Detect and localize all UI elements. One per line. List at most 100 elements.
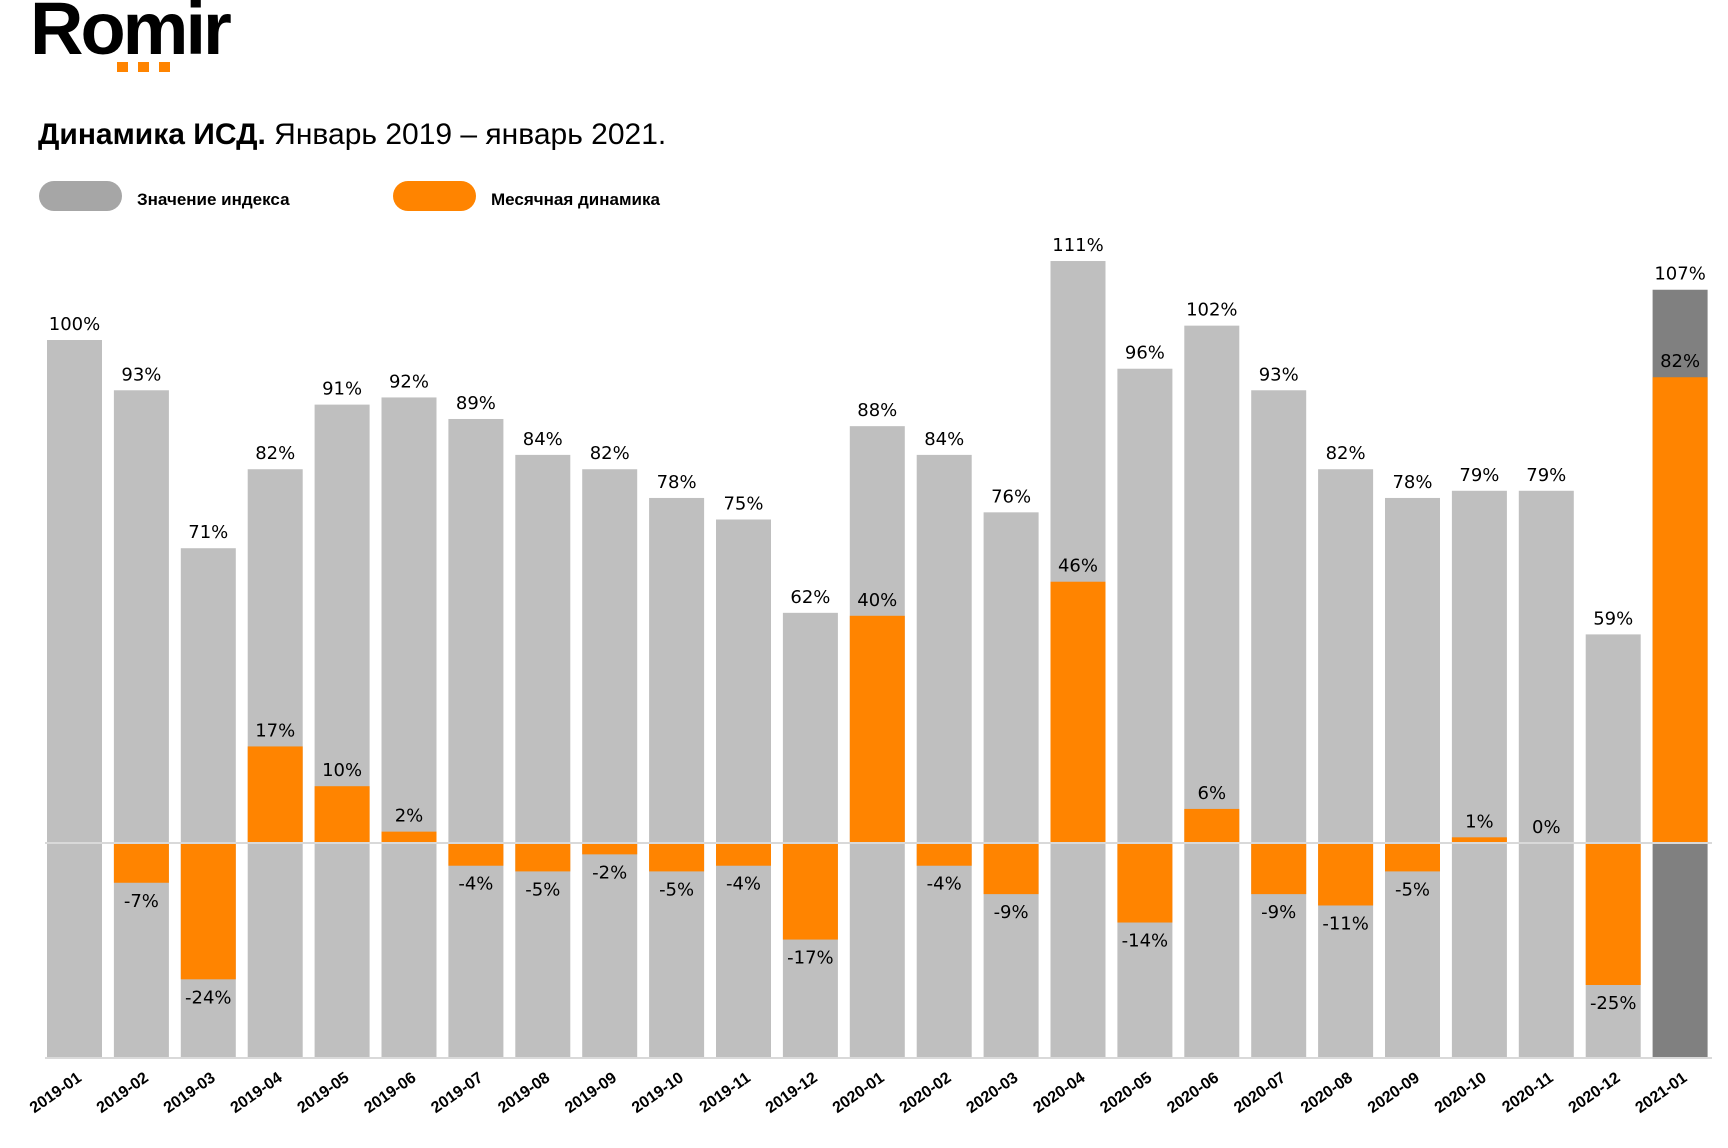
index-label: 93% [121,364,161,385]
change-label: 10% [322,760,362,781]
x-tick-label: 2020-06 [1164,1069,1222,1117]
x-tick-label: 2019-03 [161,1069,219,1117]
change-bar [381,831,437,843]
index-label: 89% [456,393,496,414]
index-label: 93% [1259,364,1299,385]
change-bar [916,843,972,866]
x-tick-label: 2019-02 [94,1069,152,1117]
change-bar [1318,843,1374,906]
index-bar [916,454,972,1058]
x-tick-label: 2020-10 [1432,1069,1490,1117]
change-bar [649,843,705,872]
change-bar [582,843,638,855]
index-bar [1117,368,1173,1059]
x-tick-label: 2020-04 [1030,1069,1088,1117]
change-label: 17% [255,720,295,741]
change-label: 82% [1660,351,1700,372]
change-label: 40% [857,590,897,611]
title-bold: Динамика ИСД. [38,118,266,151]
index-label: 88% [857,400,897,421]
index-label: 102% [1186,300,1237,321]
index-bar [180,548,236,1058]
change-bar [1184,808,1240,843]
index-label: 78% [657,472,697,493]
change-bar [113,843,169,883]
index-label: 107% [1654,264,1705,285]
change-bar [1451,837,1507,843]
x-tick-label: 2019-12 [763,1069,821,1117]
change-label: 6% [1198,783,1227,804]
x-tick-label: 2019-07 [428,1069,486,1117]
change-label: 2% [395,806,424,827]
change-label: -5% [525,879,560,900]
x-tick-label: 2020-11 [1499,1069,1556,1116]
index-bar [1385,497,1440,1059]
change-bar [314,786,370,843]
change-label: -4% [927,874,962,895]
index-label: 62% [790,587,830,608]
index-label: 82% [1326,443,1366,464]
title-regular: Январь 2019 – январь 2021. [274,118,667,151]
change-label: -5% [659,879,694,900]
change-label: -17% [787,948,834,969]
change-bar [247,746,303,843]
change-bar [1117,843,1173,923]
change-label: -24% [185,987,232,1008]
logo-dots [117,62,170,72]
change-bar [180,843,236,980]
index-bar [716,519,771,1058]
change-bar [1050,581,1106,843]
x-tick-label: 2020-07 [1231,1069,1289,1117]
x-tick-label: 2019-01 [27,1069,85,1117]
change-bar [716,843,771,866]
legend-label: Месячная динамика [491,190,660,209]
change-label: 1% [1465,811,1494,832]
index-bar [649,497,705,1059]
romir-logo: Romir [30,0,232,70]
change-label: -4% [458,874,493,895]
change-bar [849,615,905,843]
x-tick-label: 2020-05 [1097,1069,1155,1117]
index-bar [1251,390,1307,1058]
legend-item-change: Месячная динамика [393,181,660,211]
change-label: -9% [1261,902,1296,923]
index-bar [47,340,102,1058]
change-label: -7% [124,891,159,912]
change-bar [1585,843,1641,985]
index-label: 76% [991,486,1031,507]
x-tick-label: 2020-12 [1566,1069,1624,1117]
legend-swatch-gray [39,181,122,211]
x-tick-label: 2019-10 [629,1069,687,1117]
change-label: -11% [1322,913,1369,934]
change-bar [1652,377,1708,843]
x-tick-label: 2019-11 [697,1069,754,1116]
change-label: -2% [592,862,627,883]
x-tick-label: 2019-06 [361,1069,419,1117]
x-tick-label: 2019-08 [495,1069,553,1117]
change-label: -14% [1122,931,1169,952]
change-bar [515,843,571,872]
index-bar [515,454,571,1058]
index-bar [1184,325,1240,1058]
change-bar [782,843,838,940]
index-bar [582,469,638,1058]
index-label: 84% [924,429,964,450]
change-label: -9% [994,902,1029,923]
index-label: 78% [1392,472,1432,493]
index-bar [113,390,169,1058]
index-label: 111% [1052,235,1103,256]
index-label: 91% [322,379,362,400]
index-bar [314,404,370,1058]
x-tick-label: 2020-01 [830,1069,888,1117]
legend-label: Значение индекса [137,190,290,209]
change-bar [1385,843,1440,872]
x-tick-label: 2019-05 [295,1069,353,1117]
x-tick-label: 2021-01 [1633,1069,1691,1117]
x-tick-label: 2020-03 [964,1069,1022,1117]
x-tick-label: 2020-02 [897,1069,955,1117]
index-label: 71% [188,522,228,543]
index-label: 82% [255,443,295,464]
change-bar [448,843,504,866]
index-label: 79% [1526,465,1566,486]
